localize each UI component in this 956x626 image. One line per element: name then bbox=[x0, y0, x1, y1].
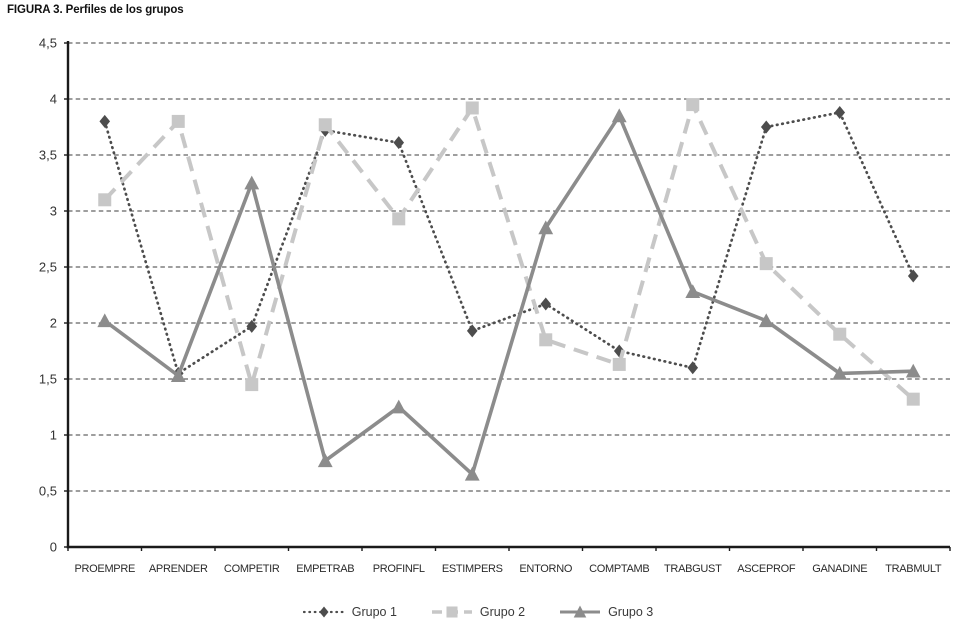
triangle-marker bbox=[538, 220, 554, 235]
legend-item-grupo-3: Grupo 3 bbox=[559, 604, 653, 620]
triangle-marker bbox=[758, 313, 774, 328]
y-axis-tick-label: 0,5 bbox=[39, 484, 57, 499]
square-marker bbox=[392, 212, 406, 226]
diamond-marker bbox=[319, 606, 329, 618]
y-axis-tick-label: 2 bbox=[50, 316, 57, 331]
square-marker bbox=[446, 606, 458, 618]
square-marker bbox=[833, 327, 847, 341]
triangle-marker bbox=[317, 453, 333, 468]
triangle-marker bbox=[464, 466, 480, 481]
legend-swatch-graphic bbox=[302, 606, 345, 618]
legend-swatch-grupo-3 bbox=[559, 604, 601, 620]
x-axis-category-label: APRENDER bbox=[149, 563, 208, 575]
diamond-marker bbox=[393, 136, 405, 150]
x-axis-category-label: GANADINE bbox=[812, 563, 867, 575]
legend-label-grupo-1: Grupo 1 bbox=[351, 605, 397, 619]
diamond-marker bbox=[834, 105, 846, 119]
line-chart: 0 0,5 1 1,5 2 2,5 3 3,5 4 4,5 PROEMPRE APRENDER COMP… bbox=[39, 36, 951, 575]
series-line bbox=[103, 110, 915, 376]
diamond-marker bbox=[687, 361, 699, 375]
x-axis-category-label: COMPTAMB bbox=[589, 563, 649, 575]
series-grupo-3 bbox=[97, 108, 921, 481]
x-axis-category-label: ENTORNO bbox=[519, 563, 572, 575]
x-axis-category-label: TRABMULT bbox=[885, 563, 942, 575]
square-marker bbox=[539, 333, 553, 347]
diamond-marker bbox=[907, 269, 919, 283]
y-axis-tick-label: 0 bbox=[50, 540, 57, 555]
x-axis-category-label: COMPETIR bbox=[224, 563, 280, 575]
square-marker bbox=[171, 114, 185, 128]
square-marker bbox=[98, 193, 112, 207]
legend-item-grupo-1: Grupo 1 bbox=[302, 604, 397, 620]
triangle-marker bbox=[611, 108, 627, 123]
chart-legend: Grupo 1 Grupo 2 Grupo 3 bbox=[0, 604, 956, 620]
square-marker bbox=[318, 118, 332, 132]
square-marker bbox=[612, 357, 626, 371]
diamond-marker bbox=[99, 114, 111, 128]
series-line bbox=[103, 98, 915, 401]
figure-title: FIGURA 3. Perfiles de los grupos bbox=[7, 4, 184, 16]
triangle-marker bbox=[905, 363, 921, 378]
y-axis-tick-label: 1,5 bbox=[39, 372, 57, 387]
y-axis-tick-label: 3,5 bbox=[39, 148, 57, 163]
square-marker bbox=[686, 98, 700, 112]
x-axis-category-label: ESTIMPERS bbox=[442, 563, 503, 575]
legend-swatch-grupo-1 bbox=[302, 604, 345, 620]
x-axis-category-label: EMPETRAB bbox=[296, 563, 354, 575]
x-axis-category-label: PROFINFL bbox=[373, 563, 425, 575]
legend-swatch-graphic bbox=[431, 606, 472, 618]
series-grupo-1 bbox=[99, 105, 919, 380]
x-axis-category-label: ASCEPROF bbox=[737, 563, 796, 575]
diamond-marker bbox=[613, 344, 625, 358]
square-marker bbox=[245, 378, 259, 392]
diamond-marker bbox=[540, 297, 552, 311]
triangle-marker bbox=[170, 368, 186, 383]
triangle-marker bbox=[244, 175, 260, 190]
diamond-marker bbox=[466, 324, 478, 338]
triangle-marker bbox=[832, 366, 848, 380]
y-axis-tick-label: 1 bbox=[50, 428, 57, 443]
y-axis-tick-label: 3 bbox=[50, 204, 57, 219]
triangle-marker bbox=[573, 605, 587, 618]
legend-label-grupo-3: Grupo 3 bbox=[608, 605, 654, 619]
x-axis-category-label: PROEMPRE bbox=[74, 563, 135, 575]
y-axis-tick-label: 4 bbox=[50, 92, 57, 107]
legend-swatch-graphic bbox=[560, 605, 601, 618]
diamond-marker bbox=[246, 319, 258, 333]
x-axis-category-label: TRABGUST bbox=[664, 563, 722, 575]
square-marker bbox=[759, 257, 773, 271]
legend-swatch-grupo-2 bbox=[431, 604, 473, 620]
diamond-marker bbox=[760, 120, 772, 134]
triangle-marker bbox=[685, 284, 701, 299]
legend-label-grupo-2: Grupo 2 bbox=[479, 605, 526, 619]
legend-item-grupo-2: Grupo 2 bbox=[431, 604, 525, 620]
y-axis-tick-label: 4,5 bbox=[39, 36, 57, 51]
triangle-marker bbox=[97, 313, 113, 328]
y-axis-tick-label: 2,5 bbox=[39, 260, 57, 275]
square-marker bbox=[906, 392, 920, 406]
square-marker bbox=[465, 101, 479, 115]
series-line bbox=[103, 111, 914, 478]
series-grupo-2 bbox=[98, 98, 920, 406]
triangle-marker bbox=[391, 399, 407, 414]
